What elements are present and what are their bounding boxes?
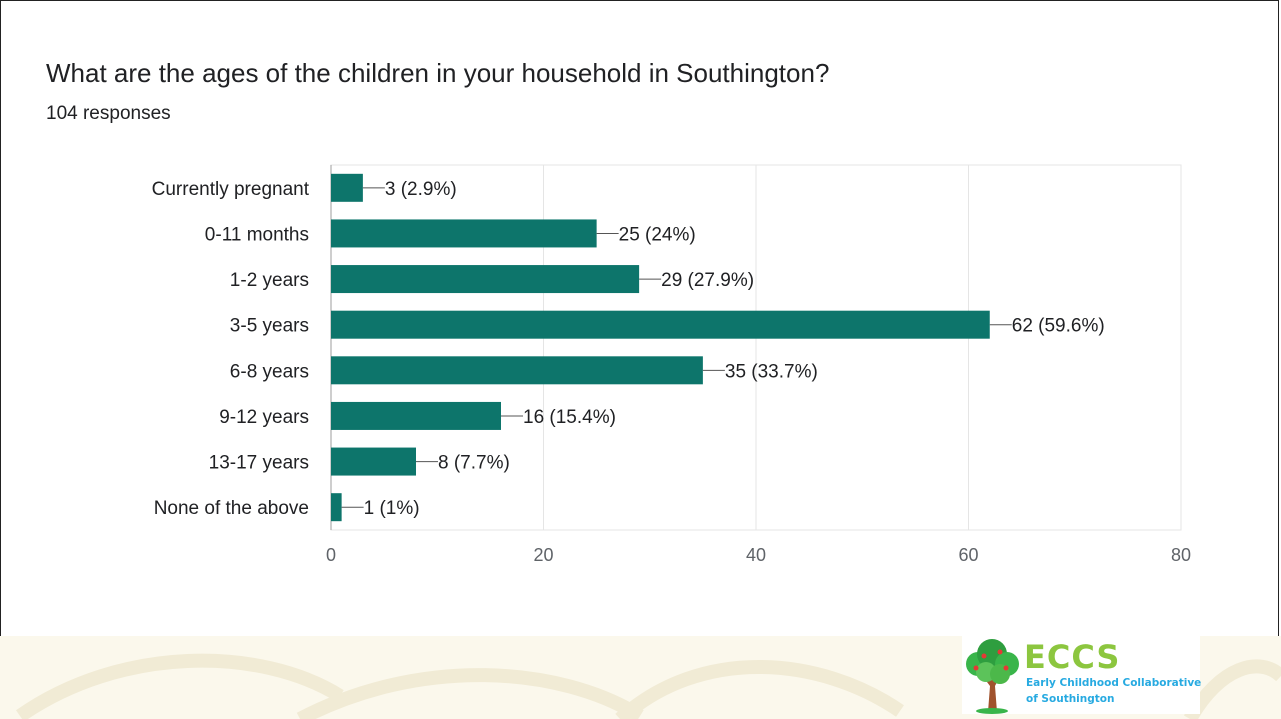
x-tick-label: 60: [958, 545, 978, 565]
data-label: 25 (24%): [619, 224, 696, 245]
data-label: 29 (27.9%): [661, 270, 754, 291]
bar: [331, 493, 342, 522]
data-label: 35 (33.7%): [725, 361, 818, 382]
x-tick-label: 20: [533, 545, 553, 565]
category-label: None of the above: [154, 498, 309, 519]
category-label: 9-12 years: [219, 407, 309, 428]
category-label: Currently pregnant: [152, 179, 310, 200]
eccs-logo: ECCS Early Childhood Collaborative of So…: [962, 634, 1202, 714]
x-tick-label: 40: [746, 545, 766, 565]
logo-name-line1: Early Childhood Collaborative: [1026, 677, 1202, 689]
bar: [331, 265, 640, 294]
data-label: 1 (1%): [364, 498, 420, 519]
bar: [331, 219, 597, 248]
bar: [331, 310, 990, 339]
bar: [331, 356, 703, 385]
category-label: 1-2 years: [230, 270, 309, 291]
x-tick-label: 0: [326, 545, 336, 565]
category-label: 0-11 months: [205, 224, 309, 245]
logo-name-line2: of Southington: [1026, 693, 1115, 705]
logo-acronym: ECCS: [1024, 638, 1121, 676]
data-label: 62 (59.6%): [1012, 316, 1105, 337]
category-label: 6-8 years: [230, 361, 309, 382]
data-label: 16 (15.4%): [523, 407, 616, 428]
tree-icon: [966, 639, 1019, 714]
chart-title: What are the ages of the children in you…: [46, 58, 830, 88]
data-label: 3 (2.9%): [385, 179, 457, 200]
bar-chart: 0 20 40 60 80 Currently pregnant 3 (2.9%) 0-11 …: [152, 164, 1191, 565]
watermark-pattern: [15, 653, 1281, 719]
category-label: 13-17 years: [209, 453, 309, 474]
data-label: 8 (7.7%): [438, 453, 510, 474]
bar: [331, 401, 501, 430]
category-label: 3-5 years: [230, 316, 309, 337]
bar: [331, 447, 416, 476]
response-count: 104 responses: [46, 103, 171, 124]
x-tick-label: 80: [1171, 545, 1191, 565]
bar: [331, 173, 363, 202]
